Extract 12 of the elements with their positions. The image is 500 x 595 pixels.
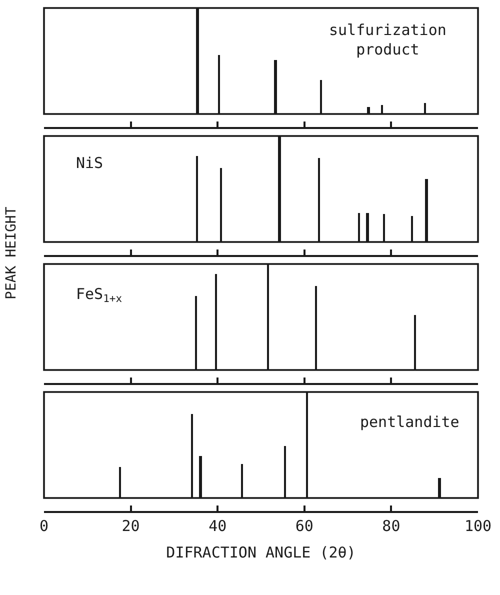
x-tick-label: 0: [39, 516, 49, 535]
annotation: FeS$_{1+x}$: [76, 285, 122, 306]
x-tick-label: 100: [464, 516, 492, 535]
y-axis-title: PEAK HEIGHT: [3, 206, 20, 300]
x-tick-label: 80: [382, 516, 400, 535]
x-tick-label: 60: [295, 516, 314, 535]
x-axis-title: DIFRACTION ANGLE (2θ): [166, 543, 356, 562]
annotation: sulfurization product: [329, 21, 446, 58]
annotation: pentlandite: [360, 413, 460, 431]
annotation: NiS: [76, 154, 104, 172]
x-tick-label: 40: [208, 516, 227, 535]
x-tick-label: 20: [122, 516, 140, 535]
